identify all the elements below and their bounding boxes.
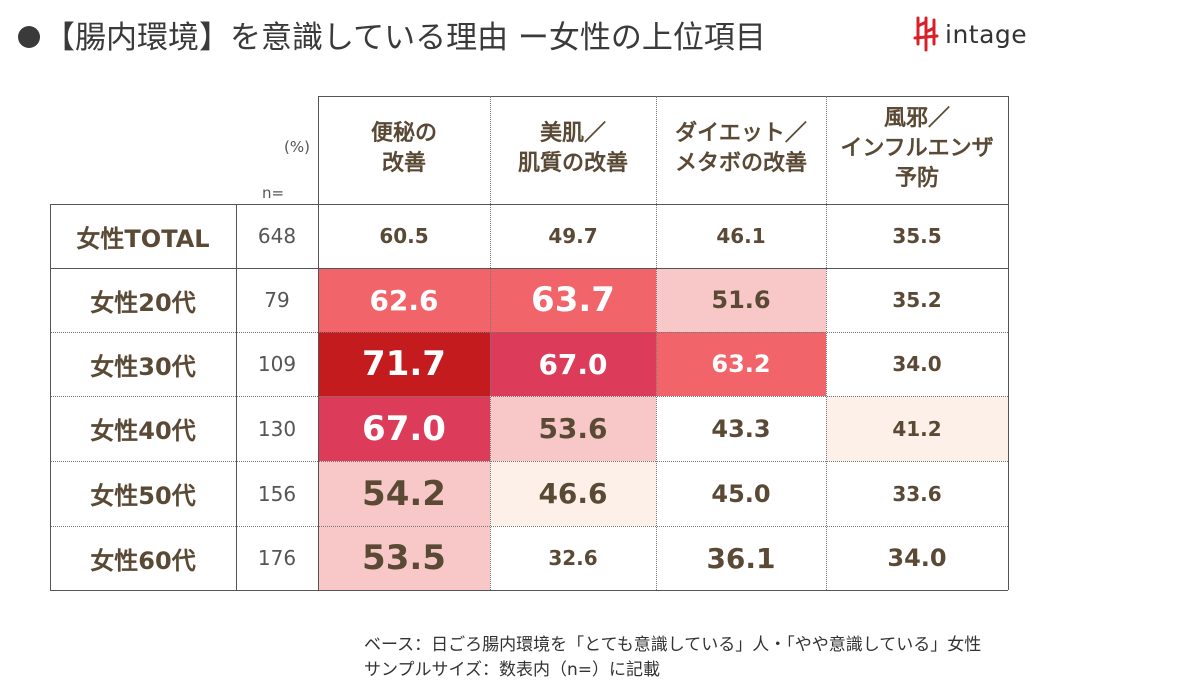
- intage-logo-text: intage: [945, 19, 1028, 49]
- sample-size-cell: 130: [257, 416, 297, 441]
- grid-line: [50, 268, 1008, 269]
- grid-line: [50, 396, 1008, 397]
- value-cell: 54.2: [318, 461, 490, 526]
- value-cell: 71.7: [318, 332, 490, 396]
- value-cell: 34.0: [826, 526, 1008, 590]
- value-cell: 49.7: [490, 204, 656, 268]
- column-header-2: 美肌／ 肌質の改善: [517, 121, 628, 176]
- row-label: 女性20代: [90, 288, 196, 317]
- row-label: 女性50代: [90, 482, 196, 510]
- row-label: 女性TOTAL: [76, 224, 210, 253]
- grid-line: [50, 204, 51, 590]
- bullet-icon: [18, 25, 40, 48]
- column-header-1: 便秘の 改善: [370, 121, 437, 176]
- sample-size-cell: 176: [257, 546, 297, 570]
- grid-line: [50, 526, 1008, 527]
- value-cell: 67.0: [490, 332, 656, 396]
- intage-logo-mark-icon: [913, 16, 939, 52]
- value-cell: 34.0: [826, 332, 1008, 396]
- value-cell: 43.3: [656, 396, 826, 461]
- value-cell: 51.6: [656, 268, 826, 332]
- n-label: n=: [262, 184, 285, 202]
- value-cell: 60.5: [318, 204, 490, 268]
- value-cell: 41.2: [826, 396, 1008, 461]
- value-cell: 53.6: [490, 396, 656, 461]
- grid-line: [826, 96, 827, 590]
- value-cell: 62.6: [318, 268, 490, 332]
- value-cell: 63.2: [656, 332, 826, 396]
- value-cell: 46.6: [490, 461, 656, 526]
- footnote-base: ベース：日ごろ腸内環境を「とても意識している」人・「やや意識している」女性: [364, 635, 982, 655]
- value-cell: 35.5: [826, 204, 1008, 268]
- page-title-text: 【腸内環境】を意識している理由 ー女性の上位項目: [44, 20, 766, 56]
- value-cell: 32.6: [490, 526, 656, 590]
- value-cell: 33.6: [826, 461, 1008, 526]
- value-cell: 45.0: [656, 461, 826, 526]
- value-cell: 36.1: [656, 526, 826, 590]
- grid-line: [318, 96, 1008, 97]
- grid-line: [1008, 96, 1009, 590]
- grid-line: [318, 96, 319, 590]
- value-cell: 63.7: [490, 268, 656, 332]
- grid-line: [50, 461, 1008, 462]
- intage-logo: intage: [913, 14, 1027, 54]
- row-label: 女性40代: [90, 417, 196, 445]
- grid-line: [50, 332, 1008, 333]
- unit-label: (%): [284, 138, 310, 156]
- value-cell: 35.2: [826, 268, 1008, 332]
- value-cell: 53.5: [318, 526, 490, 590]
- sample-size-cell: 79: [264, 288, 290, 312]
- grid-line: [236, 204, 237, 590]
- footnote-sample: サンプルサイズ：数表内（n=）に記載: [364, 660, 660, 680]
- sample-size-cell: 648: [257, 224, 297, 248]
- row-label: 女性30代: [90, 352, 196, 381]
- grid-line: [50, 590, 1008, 591]
- column-header-3: ダイエット／ メタボの改善: [674, 121, 807, 176]
- page-title: 【腸内環境】を意識している理由 ー女性の上位項目: [18, 12, 766, 57]
- column-header-4: 風邪／ インフルエンザ 予防: [840, 106, 994, 191]
- grid-line: [656, 96, 657, 590]
- sample-size-cell: 109: [257, 352, 297, 376]
- value-cell: 67.0: [318, 396, 490, 461]
- row-label: 女性60代: [90, 546, 196, 575]
- sample-size-cell: 156: [257, 481, 297, 506]
- grid-line: [490, 96, 491, 590]
- grid-line: [50, 204, 1008, 205]
- value-cell: 46.1: [656, 204, 826, 268]
